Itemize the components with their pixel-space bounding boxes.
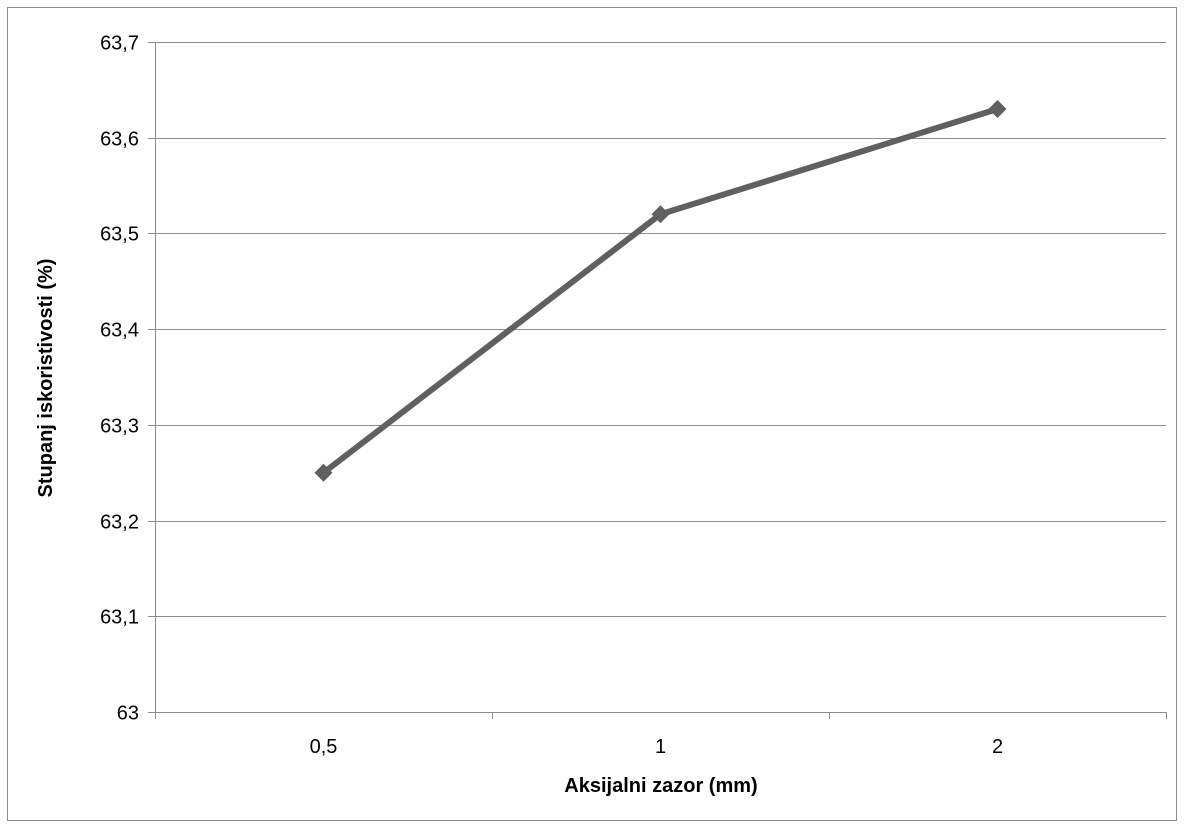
y-tick-label: 63,2 <box>100 512 139 534</box>
y-tick-label: 63,1 <box>100 607 139 629</box>
y-tick-label: 63,5 <box>100 224 139 246</box>
data-point-marker <box>314 463 333 482</box>
series-layer <box>314 100 1007 482</box>
x-axis-title: Aksijalni zazor (mm) <box>564 775 757 797</box>
chart-area-border <box>7 7 1177 821</box>
gridlines <box>155 42 1166 617</box>
y-tick-label: 63,4 <box>100 320 139 342</box>
y-tick-label: 63,3 <box>100 416 139 438</box>
axes <box>148 42 1167 719</box>
y-tick-label: 63,7 <box>100 33 139 55</box>
y-tick-labels: 63 63,1 63,2 63,3 63,4 63,5 63,6 63,7 <box>100 33 139 725</box>
data-point-marker <box>651 205 670 224</box>
y-tick-label: 63 <box>117 703 139 725</box>
data-point-marker <box>988 100 1007 118</box>
x-tick-label: 1 <box>655 736 666 758</box>
x-tick-labels: 0,5 1 2 <box>310 736 1003 758</box>
y-axis-title: Stupanj iskoristivosti (%) <box>35 259 57 498</box>
y-tick-label: 63,6 <box>100 129 139 151</box>
x-tick-label: 0,5 <box>310 736 338 758</box>
x-tick-label: 2 <box>992 736 1003 758</box>
